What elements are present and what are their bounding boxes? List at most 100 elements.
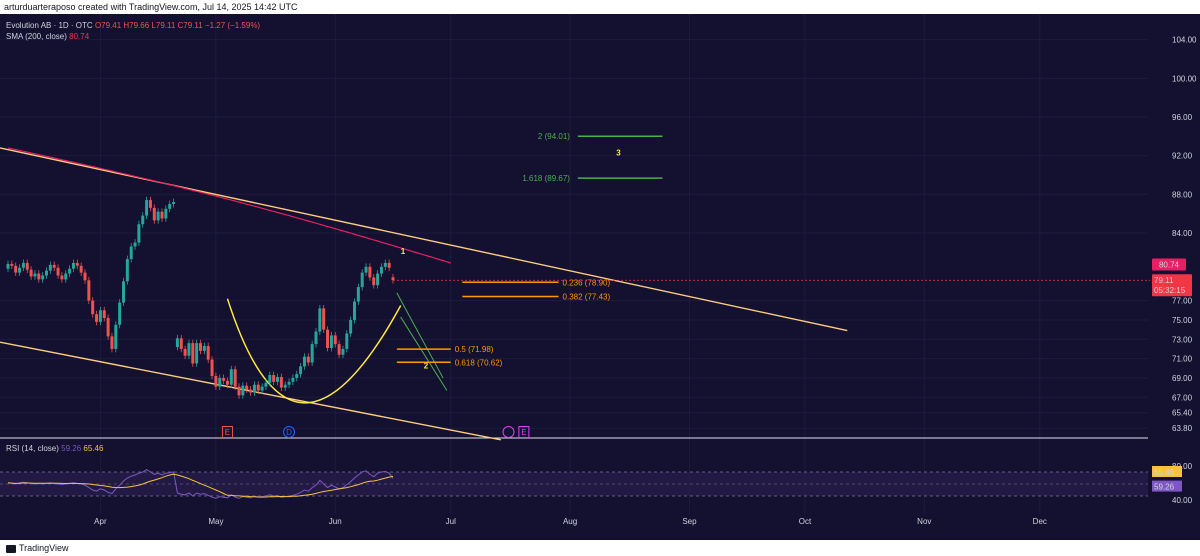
fib-level-label: 0.5 (71.98) bbox=[455, 345, 494, 354]
candle-body bbox=[122, 281, 125, 303]
candle-body bbox=[353, 301, 356, 320]
candle-body bbox=[368, 266, 372, 278]
candle-body bbox=[172, 202, 176, 204]
current-price-label: 79.11 bbox=[1154, 276, 1174, 285]
candle-body bbox=[356, 287, 360, 302]
candle-body bbox=[287, 381, 291, 385]
candle-body bbox=[218, 377, 222, 387]
candle-body bbox=[333, 335, 337, 345]
price-tick-label: 84.00 bbox=[1172, 229, 1193, 238]
price-tick-label: 88.00 bbox=[1172, 190, 1193, 199]
footer-brand: TradingView bbox=[19, 543, 69, 553]
time-tick-label: Sep bbox=[682, 517, 697, 526]
rsi-value-badge bbox=[1152, 480, 1182, 492]
candle-body bbox=[283, 384, 287, 388]
candle-body bbox=[148, 200, 152, 208]
time-tick-label: Dec bbox=[1033, 517, 1047, 526]
rsi-ma-badge-label: 65.46 bbox=[1154, 468, 1175, 477]
candle-body bbox=[329, 335, 333, 348]
candle-body bbox=[114, 324, 118, 349]
countdown-label: 05:32:15 bbox=[1154, 286, 1186, 295]
candle-body bbox=[276, 376, 279, 382]
candle-body bbox=[160, 211, 164, 219]
candle-body bbox=[310, 344, 314, 363]
candle-body bbox=[71, 262, 75, 269]
time-tick-label: May bbox=[208, 517, 223, 526]
fib-level-label: 0.236 (78.90) bbox=[563, 278, 611, 287]
candle-body bbox=[245, 385, 249, 390]
candle-body bbox=[199, 343, 202, 351]
sma-price-label: 80.74 bbox=[1159, 260, 1180, 269]
dividend-marker bbox=[283, 426, 296, 438]
price-tick-label: 73.00 bbox=[1172, 335, 1193, 344]
event-marker-label: E bbox=[521, 428, 526, 437]
candle-body bbox=[195, 343, 199, 364]
candle-body bbox=[210, 359, 214, 377]
price-tick-label: 71.00 bbox=[1172, 355, 1193, 364]
rsi-tick-label: 40.00 bbox=[1172, 496, 1193, 505]
candle-body bbox=[156, 211, 160, 221]
candle-body bbox=[129, 246, 133, 260]
price-tick-label: 77.00 bbox=[1172, 297, 1193, 306]
rsi-value-badge-label: 59.26 bbox=[1154, 483, 1175, 492]
target-level-label: 2 (94.01) bbox=[538, 132, 570, 141]
price-tick-label: 69.00 bbox=[1172, 374, 1193, 383]
candle-body bbox=[391, 277, 395, 281]
price-tick-label: 67.00 bbox=[1172, 393, 1193, 402]
split-marker bbox=[502, 426, 515, 438]
candle-body bbox=[260, 386, 264, 391]
target-level-label: 1.618 (89.67) bbox=[522, 174, 570, 183]
candle-body bbox=[106, 318, 110, 337]
candle-body bbox=[326, 329, 330, 348]
candle-body bbox=[379, 266, 383, 274]
candle-body bbox=[141, 215, 145, 225]
candle-body bbox=[337, 344, 341, 355]
candle-body bbox=[264, 382, 268, 387]
candle-body bbox=[256, 384, 260, 391]
candle-body bbox=[83, 272, 87, 281]
candle-body bbox=[41, 275, 45, 280]
chart-credit-bar: arturduarteraposo created with TradingVi… bbox=[0, 0, 1200, 14]
wave-label: 2 bbox=[424, 361, 429, 370]
earnings-marker bbox=[221, 426, 233, 438]
time-tick-label: Jul bbox=[446, 517, 456, 526]
candle-body bbox=[299, 366, 303, 375]
fib-level-label: 0.382 (77.43) bbox=[563, 292, 611, 301]
candle-body bbox=[18, 267, 22, 273]
candle-body bbox=[79, 265, 83, 273]
price-tick-label: 75.00 bbox=[1172, 316, 1193, 325]
candle-body bbox=[29, 269, 33, 277]
candle-body bbox=[360, 272, 364, 288]
candle-body bbox=[202, 346, 206, 351]
chart-area[interactable]: 0.236 (78.90) 0.382 (77.43) 0.5 (71.98) 0.6… bbox=[0, 14, 1200, 540]
candle-body bbox=[33, 273, 37, 277]
rsi-ma-badge bbox=[1152, 466, 1182, 477]
candle-body bbox=[314, 331, 318, 345]
candle-body bbox=[345, 333, 349, 349]
candle-body bbox=[145, 200, 149, 216]
candle-body bbox=[291, 377, 295, 382]
candle-body bbox=[237, 386, 241, 396]
candle-body bbox=[241, 385, 245, 396]
candle-body bbox=[64, 273, 68, 280]
candle-body bbox=[98, 310, 102, 322]
wave-label: 1 bbox=[401, 247, 406, 256]
candle-body bbox=[14, 265, 18, 273]
price-chart-svg[interactable]: 0.236 (78.90) 0.382 (77.43) 0.5 (71.98) 0.6… bbox=[0, 14, 1200, 540]
earnings-marker bbox=[518, 426, 530, 438]
candle-body bbox=[102, 310, 106, 319]
credit-text: arturduarteraposo created with TradingVi… bbox=[4, 2, 298, 12]
candle-body bbox=[45, 270, 48, 276]
candle-body bbox=[383, 262, 387, 267]
candle-body bbox=[233, 369, 237, 387]
candle-body bbox=[295, 374, 299, 378]
candle-body bbox=[48, 264, 52, 271]
candle-body bbox=[376, 273, 380, 286]
flag-line-lower bbox=[400, 316, 448, 391]
candle-body bbox=[279, 376, 283, 388]
rsi-ma-line bbox=[7, 473, 394, 498]
candle-body bbox=[25, 262, 29, 270]
time-tick-label: Aug bbox=[563, 517, 577, 526]
candle-body bbox=[191, 343, 195, 364]
candle-body bbox=[6, 263, 10, 269]
